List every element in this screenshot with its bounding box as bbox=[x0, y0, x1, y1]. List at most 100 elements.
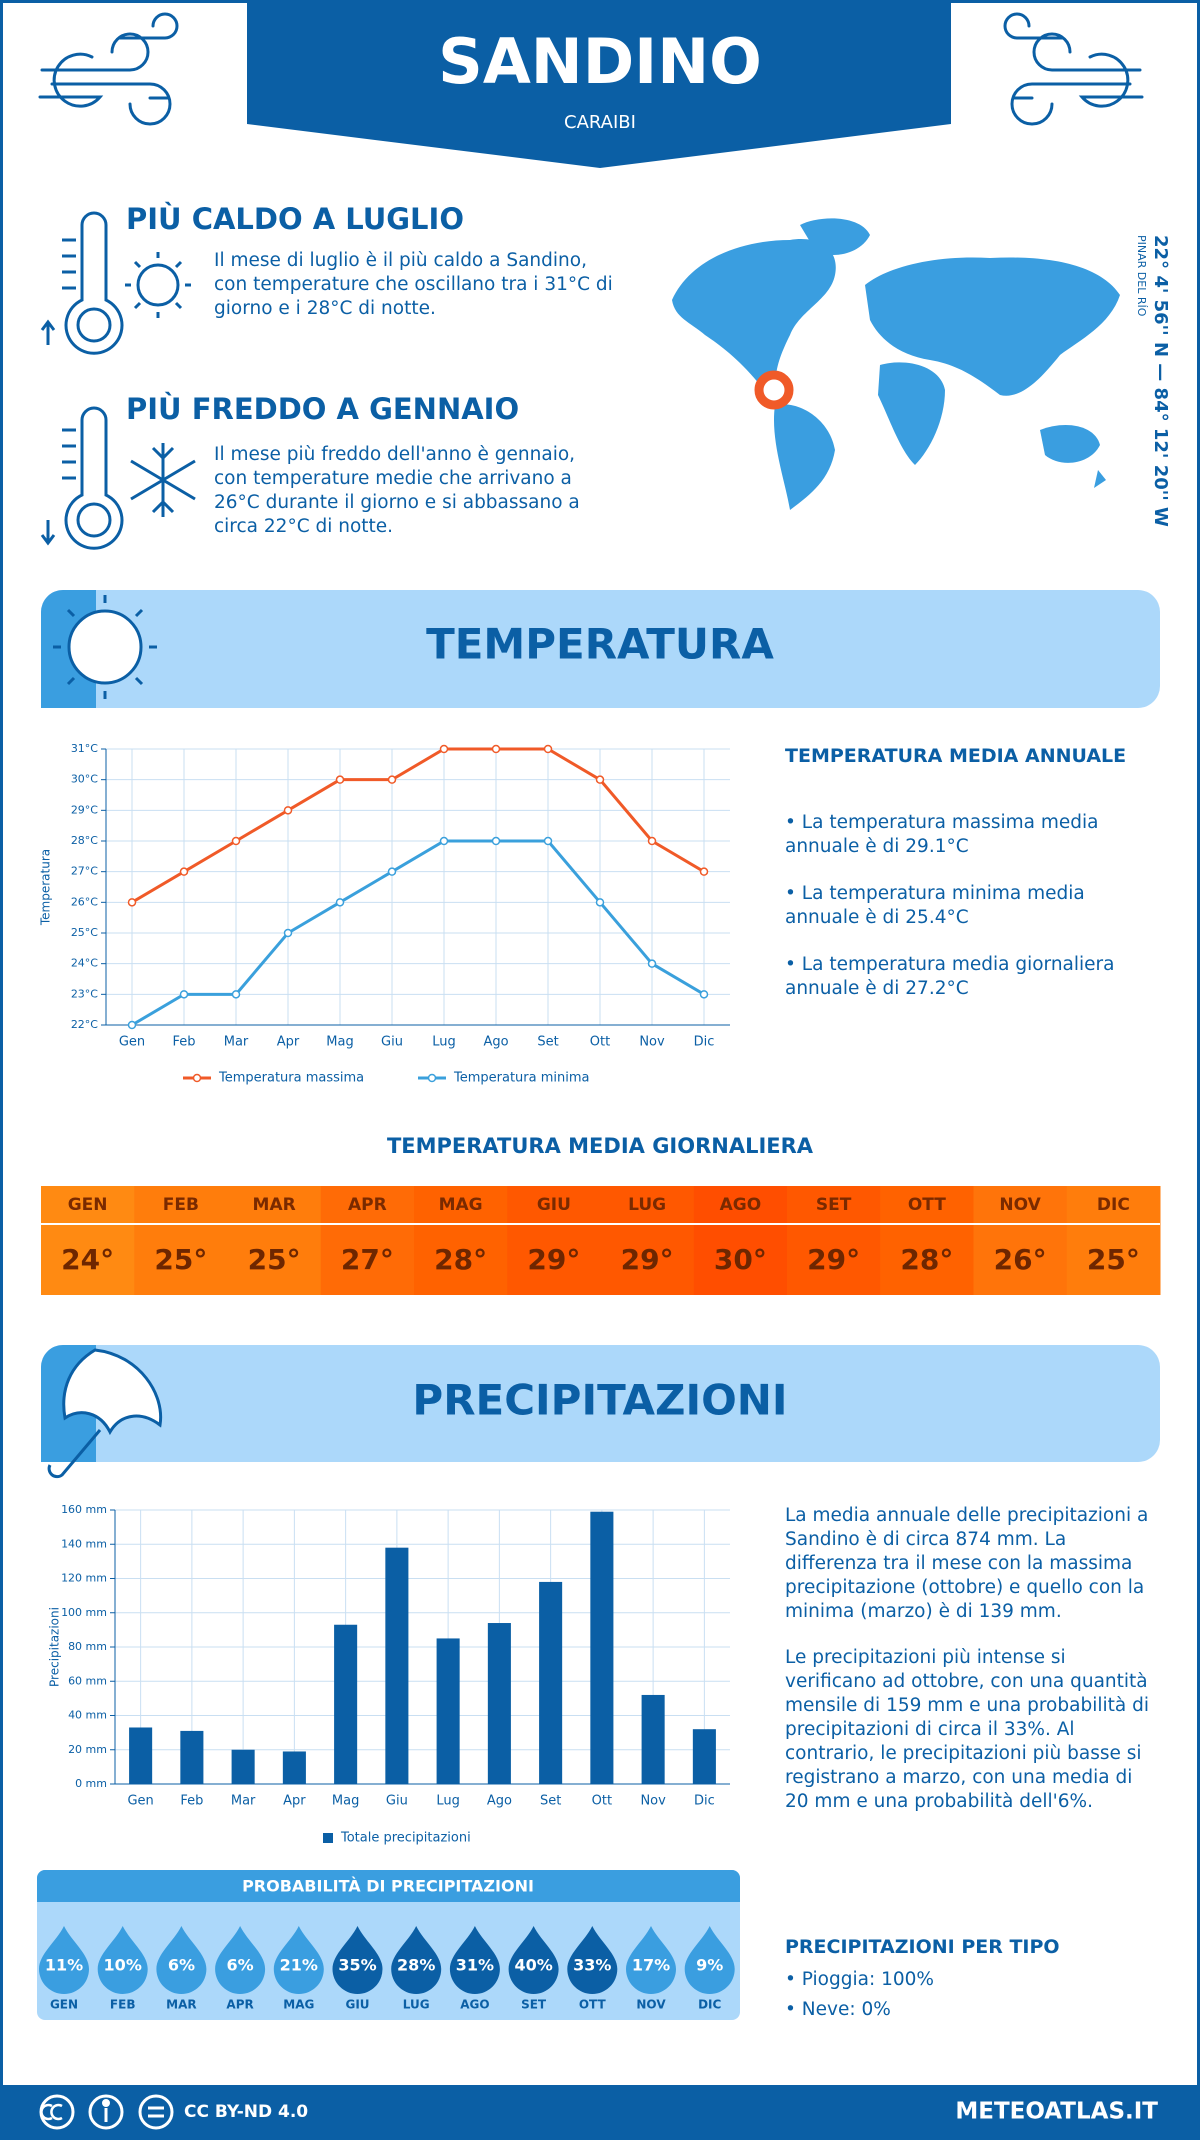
table-month: GIU bbox=[537, 1195, 571, 1215]
x-tick-label: Mag bbox=[326, 1035, 353, 1050]
table-cell bbox=[787, 1186, 881, 1295]
coldest-text: Il mese più freddo dell'anno è gennaio, … bbox=[214, 444, 580, 537]
point bbox=[491, 744, 501, 754]
header-subtitle: CARAIBI bbox=[564, 112, 636, 133]
table-value: 28° bbox=[900, 1243, 953, 1276]
legend-swatch bbox=[323, 1833, 333, 1843]
site-name[interactable]: METEOATLAS.IT bbox=[955, 2099, 1158, 2125]
y-tick-label: 30°C bbox=[71, 773, 98, 786]
legend-marker bbox=[192, 1073, 202, 1083]
probability-drop bbox=[449, 1926, 500, 1994]
sun-icon bbox=[53, 595, 157, 699]
probability-month: LUG bbox=[403, 1998, 430, 2012]
x-tick-label: Mar bbox=[224, 1035, 249, 1050]
point bbox=[179, 990, 189, 999]
table-value: 24° bbox=[61, 1243, 114, 1276]
table-value: 25° bbox=[1087, 1243, 1140, 1276]
legend-label: Temperatura massima bbox=[218, 1071, 364, 1086]
y-tick-label: 100 mm bbox=[61, 1606, 107, 1619]
x-tick-label: Apr bbox=[283, 1794, 306, 1809]
table-cell bbox=[227, 1186, 322, 1295]
table-value: 29° bbox=[527, 1243, 580, 1276]
probability-label: 28% bbox=[397, 1956, 435, 1975]
bar bbox=[334, 1624, 358, 1784]
y-tick-label: 160 mm bbox=[61, 1503, 107, 1516]
probability-month: OTT bbox=[579, 1998, 607, 2012]
table-cell bbox=[1066, 1186, 1161, 1295]
probability-label: 9% bbox=[696, 1956, 723, 1975]
point bbox=[647, 836, 657, 846]
table-month: NOV bbox=[999, 1195, 1041, 1215]
y-tick-label: 0 mm bbox=[75, 1777, 107, 1790]
y-tick-label: 60 mm bbox=[68, 1674, 107, 1687]
table-cell bbox=[693, 1186, 788, 1295]
legend-label: Temperatura minima bbox=[453, 1071, 590, 1086]
point bbox=[699, 990, 709, 999]
wind-icon-right bbox=[1003, 12, 1144, 126]
bar bbox=[590, 1511, 614, 1784]
bar bbox=[231, 1749, 255, 1784]
table-month: FEB bbox=[163, 1195, 199, 1215]
table-month: MAR bbox=[253, 1195, 296, 1215]
x-tick-label: Lug bbox=[432, 1035, 456, 1050]
x-tick-label: Mag bbox=[332, 1794, 359, 1809]
hottest-text: Il mese di luglio è il più caldo a Sandi… bbox=[214, 250, 613, 319]
table-value: 30° bbox=[714, 1243, 767, 1276]
location-marker bbox=[754, 370, 794, 410]
y-tick-label: 140 mm bbox=[61, 1537, 107, 1550]
y-tick-label: 29°C bbox=[71, 803, 98, 816]
table-month: APR bbox=[348, 1195, 387, 1215]
wind-icon-left bbox=[38, 12, 179, 126]
probability-drop bbox=[215, 1926, 266, 1994]
point bbox=[283, 806, 293, 815]
header-title: SANDINO bbox=[438, 25, 762, 98]
probability-label: 6% bbox=[168, 1956, 195, 1975]
table-value: 25° bbox=[248, 1243, 301, 1276]
footer-bar bbox=[0, 2085, 1200, 2140]
x-tick-label: Set bbox=[540, 1794, 561, 1809]
probability-title: PROBABILITÀ DI PRECIPITAZIONI bbox=[242, 1877, 534, 1896]
annual-bullet: • La temperatura massima media annuale è… bbox=[785, 812, 1099, 857]
y-tick-label: 27°C bbox=[71, 865, 98, 878]
world-map bbox=[672, 218, 1120, 510]
section-title: TEMPERATURA bbox=[426, 620, 774, 669]
coordinates: 22° 4' 56'' N — 84° 12' 20'' W bbox=[1150, 235, 1171, 527]
probability-drop bbox=[97, 1926, 148, 1994]
table-value: 25° bbox=[154, 1243, 207, 1276]
y-tick-label: 25°C bbox=[71, 926, 98, 939]
table-month: AGO bbox=[720, 1195, 762, 1215]
x-tick-label: Feb bbox=[180, 1794, 203, 1809]
bar bbox=[385, 1547, 409, 1784]
header-banner bbox=[247, 0, 951, 168]
point bbox=[595, 775, 605, 784]
table-month: MAG bbox=[439, 1195, 483, 1215]
table-month: GEN bbox=[68, 1195, 108, 1215]
table-value: 28° bbox=[434, 1243, 487, 1276]
probability-label: 11% bbox=[45, 1956, 83, 1975]
probability-drop bbox=[332, 1926, 383, 1994]
y-axis-title: Temperatura bbox=[39, 849, 53, 926]
table-value: 27° bbox=[341, 1243, 394, 1276]
x-tick-label: Giu bbox=[386, 1794, 408, 1809]
precipitation-banner bbox=[41, 1345, 1160, 1462]
x-tick-label: Dic bbox=[694, 1035, 715, 1050]
probability-drop bbox=[39, 1926, 89, 1994]
point bbox=[543, 744, 553, 754]
probability-drop bbox=[273, 1926, 324, 1994]
x-tick-label: Mar bbox=[231, 1794, 256, 1809]
y-tick-label: 24°C bbox=[71, 957, 98, 970]
temperature-banner bbox=[41, 590, 1160, 708]
point bbox=[647, 959, 657, 968]
table-month: OTT bbox=[908, 1195, 946, 1215]
probability-drop bbox=[391, 1926, 442, 1994]
y-tick-label: 31°C bbox=[71, 742, 98, 755]
license: CC BY-ND 4.0 bbox=[184, 2102, 308, 2122]
probability-label: 21% bbox=[280, 1956, 318, 1975]
probability-label: 40% bbox=[514, 1956, 552, 1975]
legend-marker bbox=[427, 1073, 437, 1083]
x-tick-label: Gen bbox=[119, 1035, 145, 1050]
y-tick-label: 22°C bbox=[71, 1018, 98, 1031]
type-title: PRECIPITAZIONI PER TIPO bbox=[785, 1936, 1060, 1958]
license-icons bbox=[39, 2094, 174, 2130]
